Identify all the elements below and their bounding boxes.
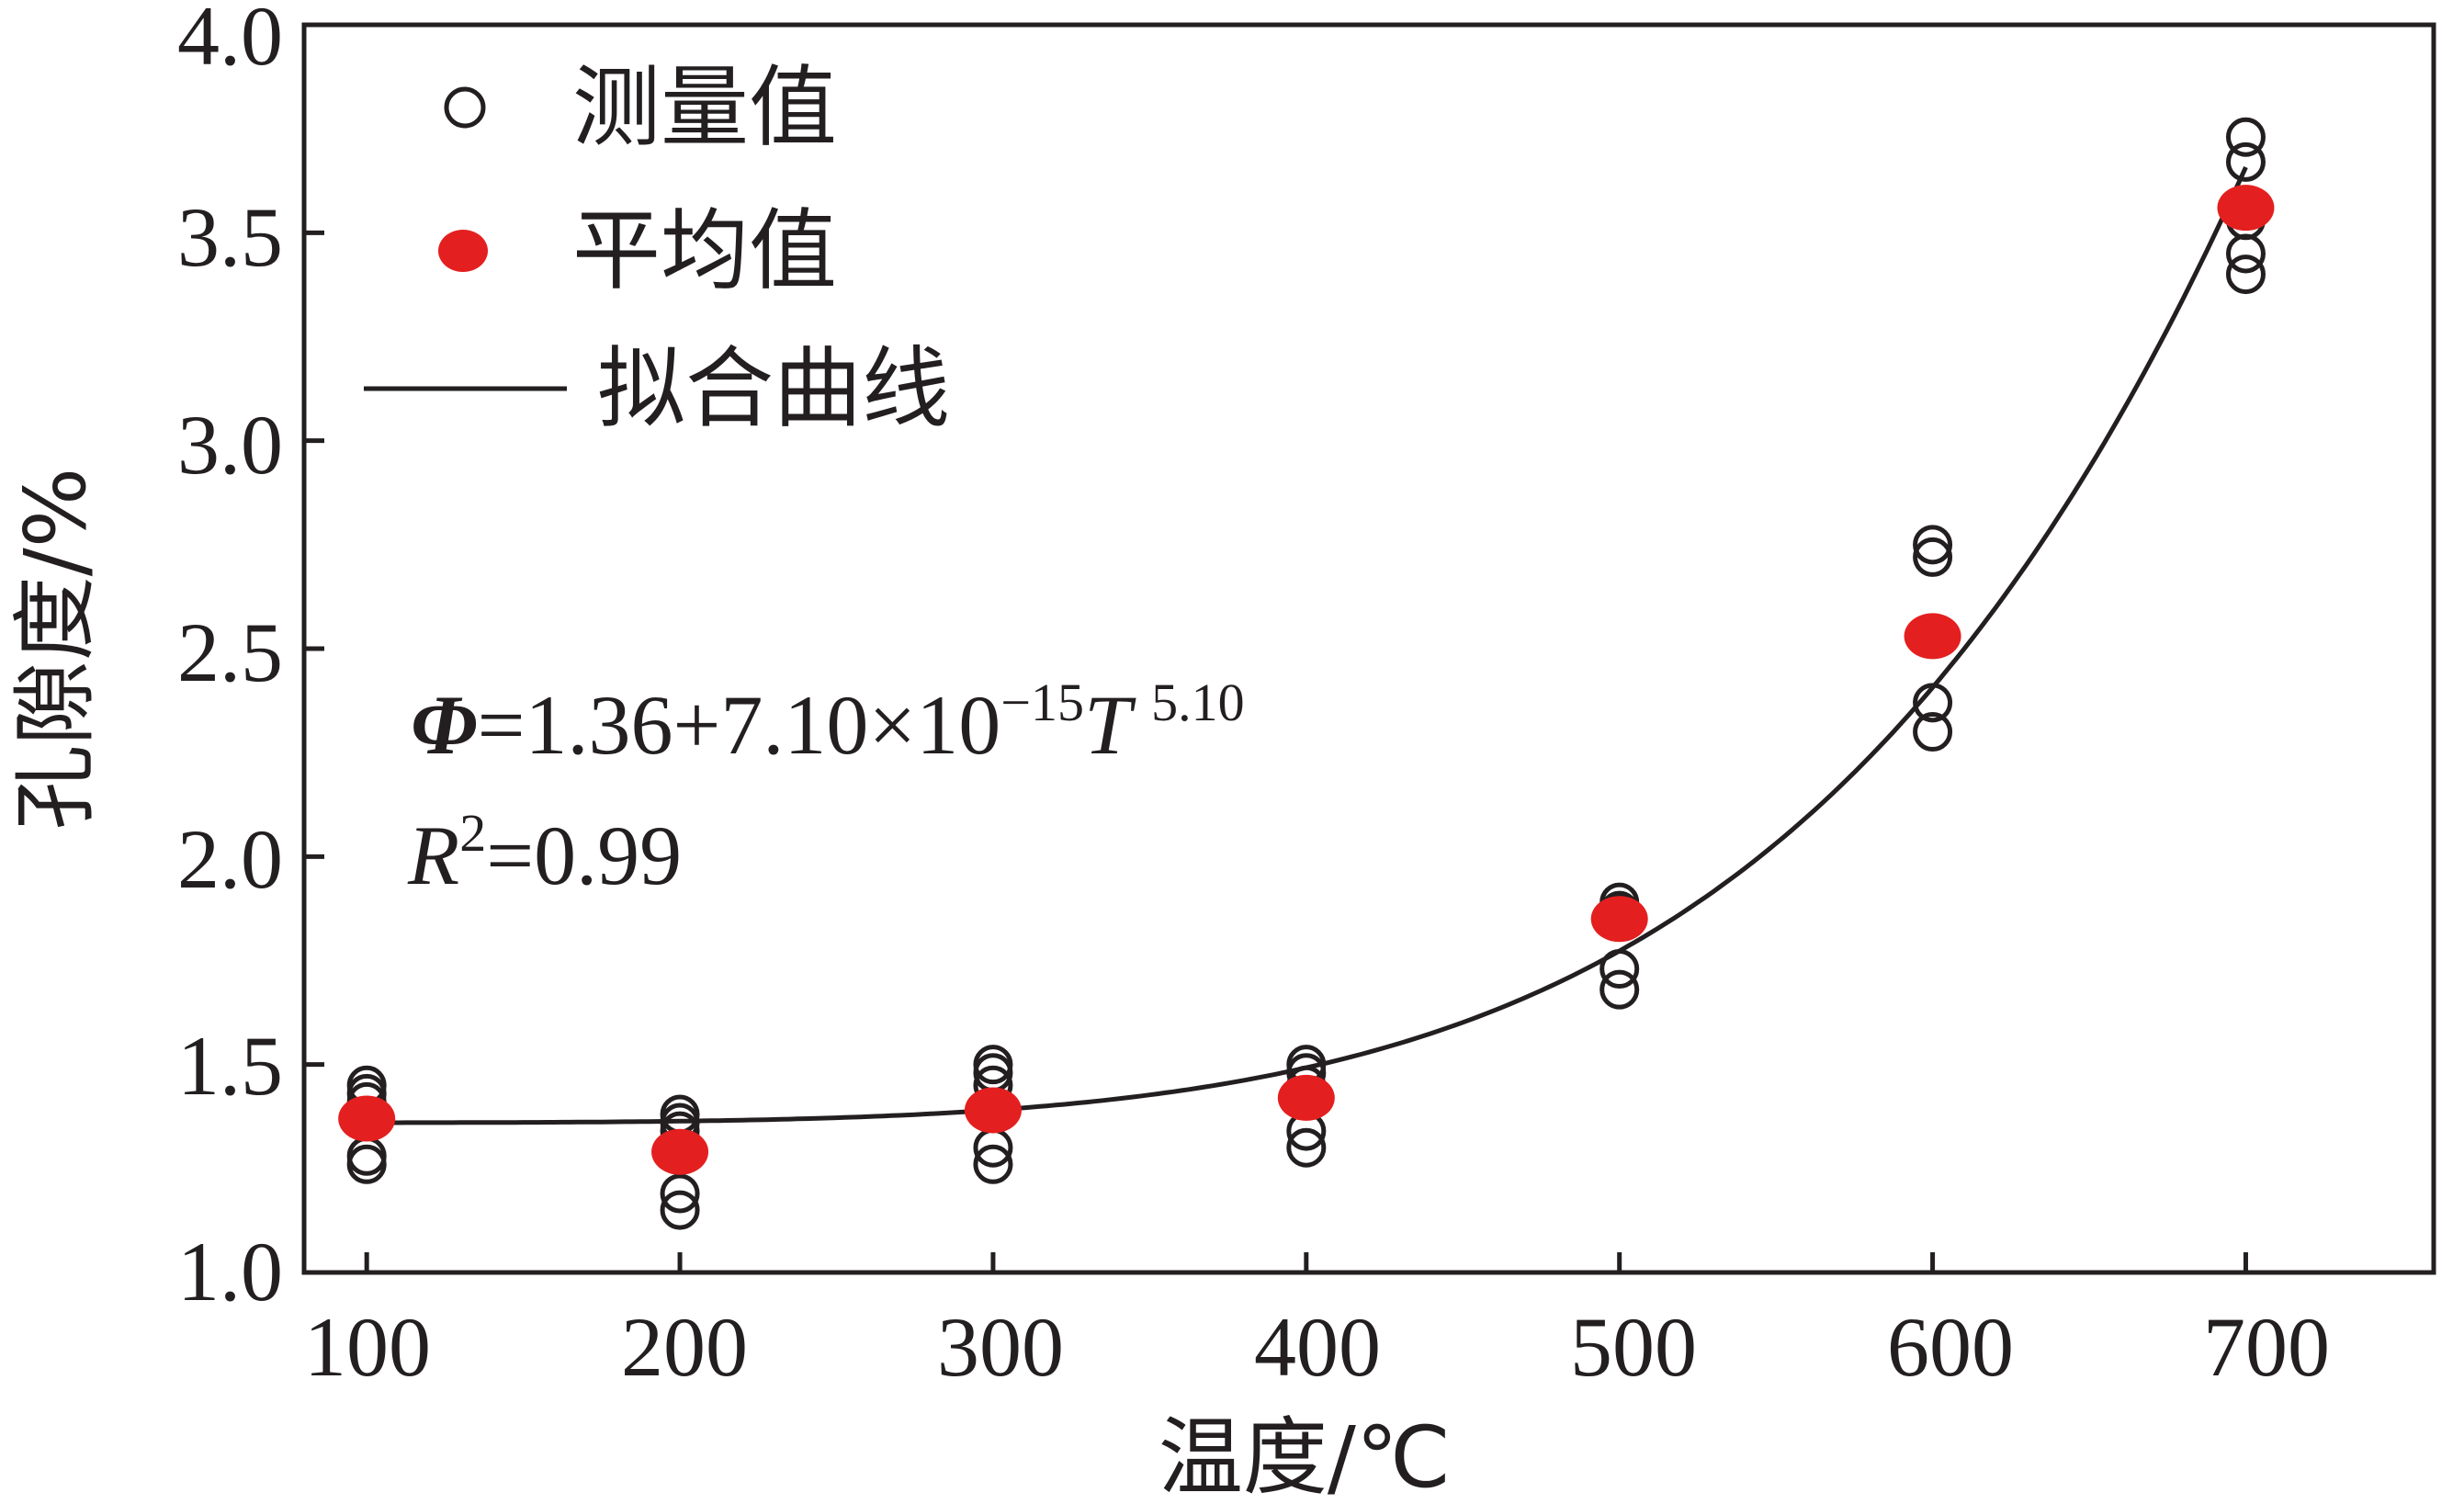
- fit-curve-line: [367, 165, 2248, 1125]
- measured-point-14: [973, 1144, 1013, 1184]
- y-tick-label-1-0: 1.0: [177, 1225, 283, 1318]
- y-tick-label-4-0: 4.0: [177, 0, 283, 83]
- measured-point-30: [2225, 141, 2266, 182]
- mean-point-400: [1277, 1074, 1335, 1121]
- x-tick-label-500: 500: [1570, 1300, 1697, 1394]
- measured-point-3: [346, 1136, 387, 1176]
- measured-point-19: [1286, 1127, 1327, 1168]
- y-tick-label-1-5: 1.5: [177, 1019, 283, 1113]
- y-axis-ticks: [304, 22, 324, 1275]
- equation-main: =1.36+7.10×10: [478, 678, 1001, 772]
- measured-point-33: [2225, 254, 2266, 295]
- r-squared-value: =0.99: [486, 809, 682, 902]
- measured-point-24: [1599, 969, 1640, 1010]
- y-axis-title: 孔隙度/%: [6, 468, 105, 830]
- fit-equation: Φ=1.36+7.10×10−15T 5.10: [411, 673, 1245, 772]
- mean-points: [338, 185, 2275, 1175]
- legend-fit-label: 拟合曲线: [597, 337, 950, 440]
- y-tick-label-3-0: 3.0: [177, 398, 283, 492]
- equation-t: T: [1084, 678, 1136, 772]
- legend-measured-marker: [444, 86, 486, 129]
- mean-point-100: [338, 1095, 396, 1142]
- measured-point-27: [1913, 683, 1953, 723]
- x-tick-label-200: 200: [621, 1300, 748, 1394]
- y-tick-label-2-5: 2.5: [177, 605, 283, 699]
- measured-point-28: [1913, 712, 1953, 752]
- equation-exponent: −15: [1000, 673, 1084, 732]
- x-axis-title: 温度/℃: [1159, 1408, 1451, 1504]
- equation-phi: Φ: [411, 678, 478, 772]
- measured-point-29: [2225, 117, 2266, 157]
- measured-point-9: [660, 1190, 700, 1230]
- mean-point-600: [1904, 613, 1961, 660]
- x-tick-label-300: 300: [937, 1300, 1064, 1394]
- legend-mean-label: 平均值: [572, 199, 837, 302]
- mean-point-200: [651, 1128, 709, 1175]
- y-axis-tick-labels: 1.0 1.5 2.0 2.5 3.0 3.5 4.0: [177, 0, 283, 1318]
- x-tick-label-600: 600: [1887, 1300, 2014, 1394]
- measured-point-4: [346, 1144, 387, 1184]
- measured-point-26: [1913, 537, 1953, 577]
- legend: 测量值 平均值 拟合曲线: [364, 56, 950, 440]
- x-tick-label-100: 100: [304, 1300, 431, 1394]
- r-squared-r: R: [407, 809, 459, 902]
- mean-point-500: [1590, 896, 1648, 943]
- equation-power: 5.10: [1151, 673, 1245, 732]
- measured-point-25: [1913, 525, 1953, 565]
- x-axis-tick-labels: 100 200 300 400 500 600 700: [304, 1300, 2330, 1394]
- y-tick-label-3-5: 3.5: [177, 190, 283, 284]
- x-tick-label-400: 400: [1254, 1300, 1381, 1394]
- mean-point-700: [2217, 185, 2275, 232]
- legend-measured-label: 测量值: [572, 56, 837, 159]
- y-tick-label-2-0: 2.0: [177, 812, 283, 906]
- measured-point-32: [2225, 233, 2266, 274]
- r-squared-sup: 2: [459, 803, 486, 863]
- measured-point-8: [660, 1173, 700, 1214]
- mean-point-300: [964, 1087, 1022, 1134]
- legend-mean-marker: [438, 230, 488, 272]
- r-squared: R2=0.99: [407, 803, 682, 902]
- x-axis-ticks: [364, 1252, 2248, 1272]
- measured-point-23: [1599, 949, 1640, 989]
- x-tick-label-700: 700: [2203, 1300, 2330, 1394]
- measured-point-10: [973, 1045, 1013, 1085]
